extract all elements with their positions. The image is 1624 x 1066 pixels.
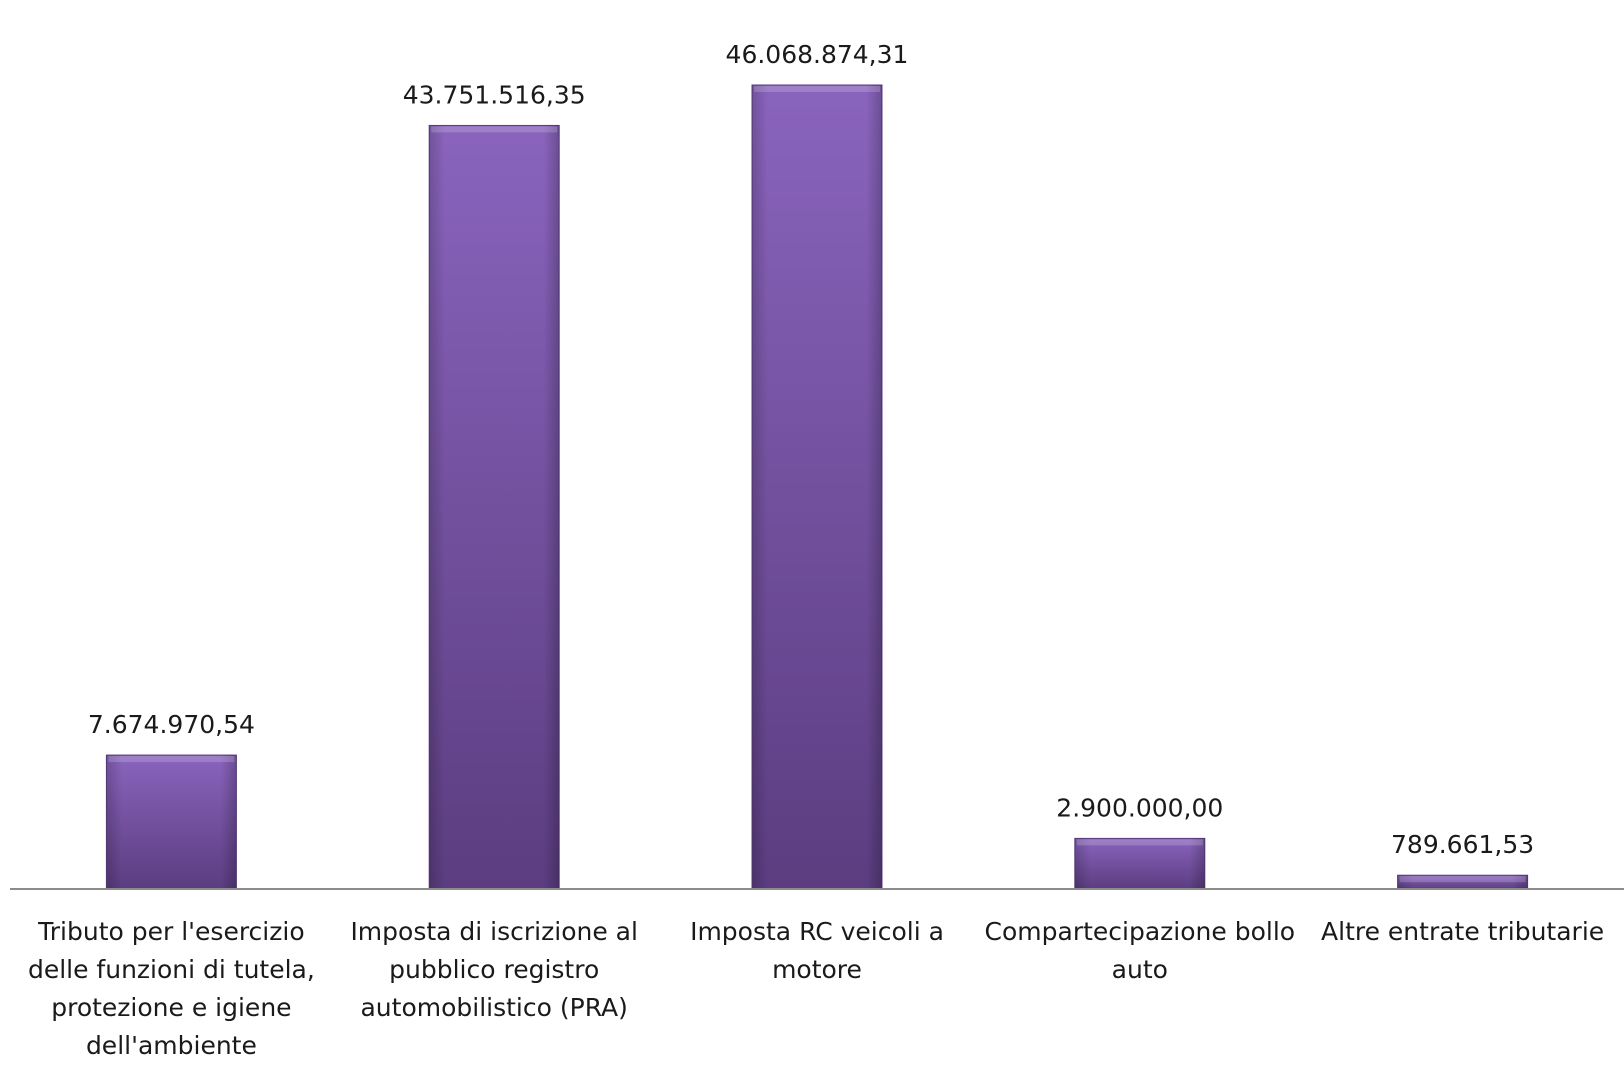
category-label-line: pubblico registro <box>389 955 599 984</box>
value-label-1: 7.674.970,54 <box>88 710 255 739</box>
category-label-3: Imposta RC veicoli a motore <box>690 917 944 984</box>
category-label-line: delle funzioni di tutela, <box>28 955 315 984</box>
category-label-line: auto <box>1112 955 1168 984</box>
category-label-line: Imposta di iscrizione al <box>350 917 638 946</box>
bar-2 <box>428 124 560 890</box>
bar-highlight <box>1076 839 1203 846</box>
category-label-5: Altre entrate tributarie <box>1321 917 1604 946</box>
bar-5 <box>1397 874 1529 890</box>
bar-3 <box>751 84 883 890</box>
value-label-2: 43.751.516,35 <box>403 80 586 109</box>
bar-1 <box>105 754 237 890</box>
category-label-line: motore <box>772 955 862 984</box>
bar-4 <box>1074 837 1206 890</box>
category-label-4: Compartecipazione bollo auto <box>985 917 1296 984</box>
bar-shade <box>752 85 882 889</box>
bar-highlight <box>1399 876 1526 883</box>
bar-shade <box>429 125 560 890</box>
value-labels-layer: 7.674.970,54 43.751.516,35 46.068.874,31 2.… <box>88 40 1534 859</box>
bar-highlight <box>754 86 880 92</box>
bars-layer <box>105 84 1529 890</box>
bar-shade <box>106 755 237 889</box>
value-label-4: 2.900.000,00 <box>1056 793 1223 822</box>
category-label-line: automobilistico (PRA) <box>360 993 627 1022</box>
category-label-2: Imposta di iscrizione al pubblico registr… <box>350 917 638 1022</box>
category-label-line: Compartecipazione bollo <box>985 917 1296 946</box>
category-label-line: dell'ambiente <box>86 1031 257 1060</box>
bar-highlight <box>108 756 235 763</box>
bar-shade <box>1397 875 1528 889</box>
category-label-line: protezione e igiene <box>51 993 291 1022</box>
category-label-line: Imposta RC veicoli a <box>690 917 944 946</box>
value-label-3: 46.068.874,31 <box>726 40 909 69</box>
category-label-1: Tributo per l'esercizio delle funzioni di… <box>28 917 315 1060</box>
bar-shade <box>1074 838 1205 889</box>
category-label-line: Tributo per l'esercizio <box>37 917 304 946</box>
category-labels-layer: Tributo per l'esercizio delle funzioni di… <box>28 917 1604 1060</box>
value-label-5: 789.661,53 <box>1391 830 1534 859</box>
bar-highlight <box>431 126 558 133</box>
category-label-line: Altre entrate tributarie <box>1321 917 1604 946</box>
